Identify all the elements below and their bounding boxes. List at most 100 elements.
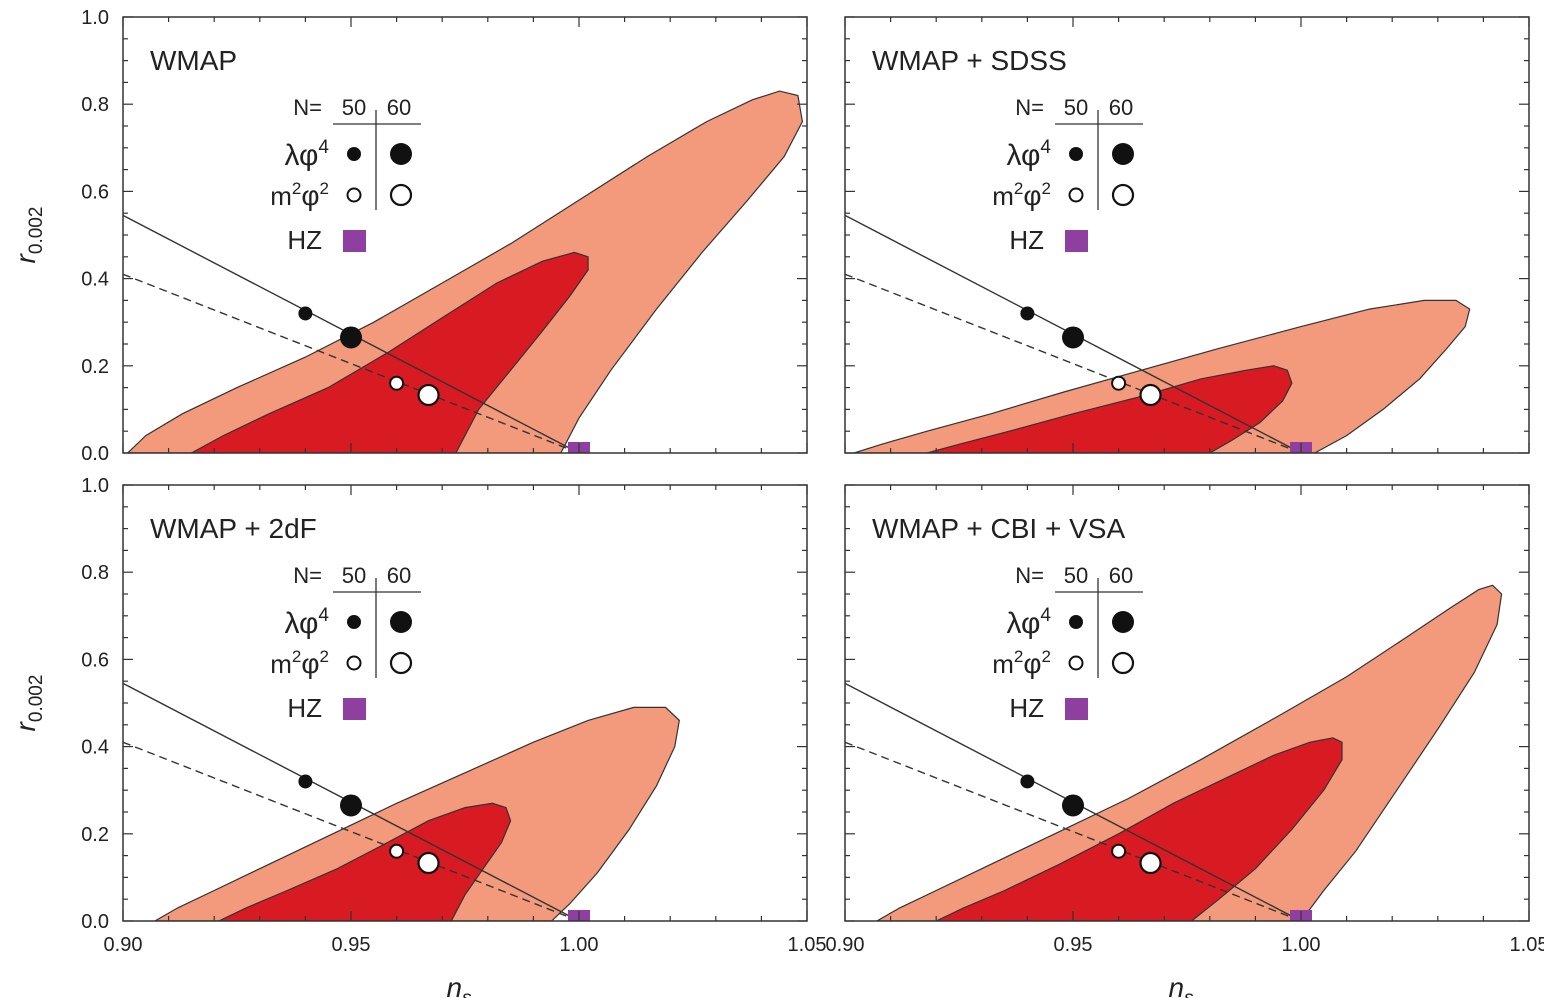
y-tick-label: 0.4 — [81, 269, 109, 291]
legend-label-m2phi2: m2φ2 — [992, 179, 1051, 211]
contour-95 — [853, 299, 1471, 453]
x-tick-label: 1.00 — [1282, 934, 1321, 956]
plot-area — [845, 584, 1503, 921]
legend-marker-lambda-n60 — [1112, 143, 1134, 165]
y-tick-label: 0.0 — [81, 911, 109, 933]
legend-header-50: 50 — [342, 563, 366, 588]
legend-header-n: N= — [293, 95, 322, 120]
legend-label-hz: HZ — [1009, 225, 1044, 255]
legend-marker-lambda-n50 — [347, 615, 361, 629]
legend-marker-lambda-n50 — [1069, 615, 1083, 629]
panel-title: WMAP + SDSS — [872, 45, 1067, 76]
panel-4: 0.90 0.95 1.00 1.05 ns WMAP + CBI + VSA N= 50 60… — [826, 484, 1544, 998]
panel-title: WMAP — [150, 45, 237, 76]
y-tick-label: 0.6 — [81, 181, 109, 203]
legend-label-hz: HZ — [1009, 693, 1044, 723]
contour-95 — [153, 706, 680, 921]
y-tick-label: 0.6 — [81, 649, 109, 671]
plot-area — [123, 682, 680, 921]
legend-label-m2phi2: m2φ2 — [270, 647, 329, 679]
x-tick-label: 0.90 — [104, 934, 143, 956]
panel-2: WMAP + SDSS N= 50 60 λφ4 m2φ2 HZ — [844, 16, 1530, 454]
legend-marker-m2phi2-n60 — [1111, 183, 1135, 207]
point-lambda-n50 — [1020, 774, 1035, 789]
legend-marker-m2phi2-n60 — [1111, 651, 1135, 675]
y-tick-label: 0.8 — [81, 562, 109, 584]
legend-marker-lambda-n60 — [390, 143, 412, 165]
x-tick-label: 1.05 — [1510, 934, 1544, 956]
point-lambda-n50 — [298, 774, 313, 789]
y-tick-label: 1.0 — [81, 475, 109, 497]
legend: N= 50 60 λφ4 m2φ2 HZ — [992, 95, 1143, 255]
ticks — [844, 16, 1530, 454]
legend-marker-hz — [343, 698, 366, 720]
contour-68 — [935, 737, 1343, 921]
point-m2phi2-n50 — [389, 843, 405, 859]
y-tick-label: 0.0 — [81, 443, 109, 465]
point-m2phi2-n60 — [1139, 851, 1162, 875]
y-tick-label: 0.8 — [81, 94, 109, 116]
legend-marker-hz — [343, 230, 366, 252]
panel-title: WMAP + 2dF — [150, 513, 317, 544]
legend-marker-lambda-n60 — [390, 611, 412, 633]
panel-title: WMAP + CBI + VSA — [872, 513, 1125, 544]
x-tick-label: 0.90 — [826, 934, 865, 956]
legend-marker-m2phi2-n50 — [1068, 655, 1084, 671]
point-lambda-n50 — [1020, 306, 1035, 321]
x-tick-label: 0.95 — [1054, 934, 1093, 956]
legend-marker-lambda-n50 — [1069, 147, 1083, 161]
x-axis-label: ns — [1168, 972, 1194, 998]
legend-label-hz: HZ — [287, 693, 322, 723]
point-lambda-n60 — [1062, 326, 1084, 349]
line-m2phi2 — [845, 741, 1302, 921]
legend-marker-m2phi2-n50 — [1068, 187, 1084, 203]
legend-header-50: 50 — [1064, 95, 1088, 120]
ticks — [844, 484, 1530, 922]
y-tick-label: 0.4 — [81, 737, 109, 759]
contour-95 — [875, 584, 1503, 921]
y-axis-label: r0.002 — [10, 207, 47, 264]
legend-marker-m2phi2-n50 — [346, 655, 362, 671]
legend-marker-hz — [1065, 698, 1088, 720]
point-m2phi2-n60 — [417, 383, 440, 407]
legend-label-lambda-phi4: λφ4 — [1007, 137, 1052, 172]
point-lambda-n60 — [340, 326, 362, 349]
point-m2phi2-n60 — [1139, 383, 1162, 407]
point-m2phi2-n50 — [1111, 375, 1127, 391]
legend-marker-m2phi2-n60 — [389, 651, 413, 675]
point-lambda-n60 — [340, 794, 362, 817]
y-tick-label: 0.2 — [81, 824, 109, 846]
contour-95 — [126, 90, 804, 453]
legend-header-n: N= — [1015, 563, 1044, 588]
plot-area — [845, 214, 1471, 453]
legend: N= 50 60 λφ4 m2φ2 HZ — [992, 563, 1143, 723]
contour-68 — [191, 251, 589, 453]
legend-header-50: 50 — [342, 95, 366, 120]
legend-label-m2phi2: m2φ2 — [270, 179, 329, 211]
plot-area — [123, 90, 804, 453]
legend-header-60: 60 — [1109, 563, 1133, 588]
legend-label-hz: HZ — [287, 225, 322, 255]
line-m2phi2 — [123, 273, 580, 453]
legend-header-60: 60 — [1109, 95, 1133, 120]
y-axis-label: r0.002 — [10, 675, 47, 732]
point-lambda-n50 — [298, 306, 313, 321]
legend-label-lambda-phi4: λφ4 — [285, 605, 330, 640]
legend-label-m2phi2: m2φ2 — [992, 647, 1051, 679]
contour-68 — [926, 365, 1293, 453]
y-tick-label: 1.0 — [81, 7, 109, 29]
legend: N= 50 60 λφ4 m2φ2 HZ — [270, 95, 421, 255]
point-m2phi2-n60 — [417, 851, 440, 875]
legend-header-60: 60 — [387, 95, 411, 120]
legend-marker-lambda-n60 — [1112, 611, 1134, 633]
point-m2phi2-n50 — [389, 375, 405, 391]
ticks — [122, 484, 808, 922]
panel-1: 0.0 0.2 0.4 0.6 0.8 1.0 r0.002 WMAP N= 50 60 λφ4 m2φ… — [10, 7, 808, 465]
legend-marker-hz — [1065, 230, 1088, 252]
legend-header-50: 50 — [1064, 563, 1088, 588]
x-tick-label: 1.00 — [560, 934, 599, 956]
point-lambda-n60 — [1062, 794, 1084, 817]
legend-marker-m2phi2-n50 — [346, 187, 362, 203]
panel-3: 0.0 0.2 0.4 0.6 0.8 1.0 r0.002 0.90 0.95 1.00 1.05… — [10, 475, 826, 998]
